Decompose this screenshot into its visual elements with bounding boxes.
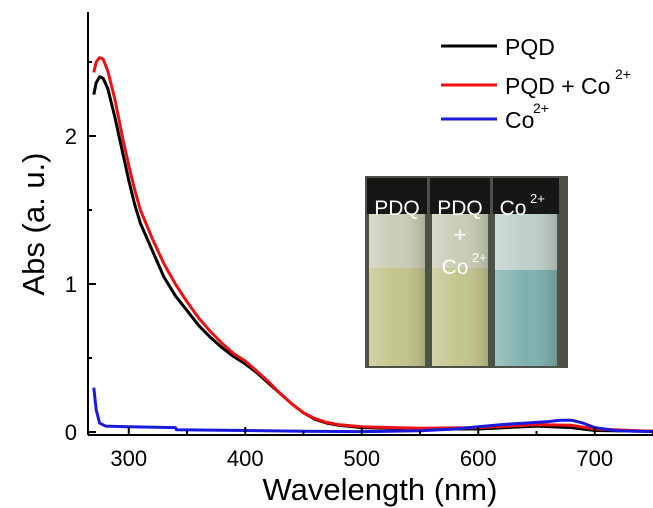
vial-pdq [367,178,427,366]
legend-label-pqd-co-superscript: 2+ [615,66,631,82]
vial-pdq-cap [367,178,427,214]
y-tick-label-0: 0 [65,420,77,445]
x-tick-label-300: 300 [110,446,147,471]
vial2-plus: + [454,224,466,247]
x-tick-label-600: 600 [460,446,497,471]
vial2-co: Co [442,256,469,279]
inset-vial-photo: PDQ PDQ + Co 2+ Co 2+ [365,176,568,368]
legend-label-pqd: PQD [505,34,555,60]
legend: PQD PQD + Co 2+ Co 2+ [441,34,631,133]
vial-co-cap [493,178,559,214]
vial-co [493,178,559,366]
vial2-label: PDQ [437,197,483,220]
series-line-co [92,387,653,434]
vial3-superscript: 2+ [530,191,545,206]
y-axis-label: Abs (a. u.) [16,153,51,296]
tick-layer: 300 400 500 600 700 0 1 2 [65,61,653,471]
vial-pdq-co-cap [430,178,490,214]
series-line-pqd-co [92,56,653,433]
vial2-co-superscript: 2+ [472,250,487,265]
axes [87,12,653,436]
legend-label-co: Co [505,107,534,133]
vial-pdq-co [430,178,490,366]
legend-label-pqd-co: PQD + Co [505,73,610,99]
x-axis-label: Wavelength (nm) [263,472,498,507]
x-tick-label-500: 500 [343,446,380,471]
legend-label-co-superscript: 2+ [533,100,549,116]
vial1-label: PDQ [374,197,420,220]
x-tick-label-400: 400 [227,446,264,471]
y-tick-label-1: 1 [65,272,77,297]
y-tick-label-2: 2 [65,124,77,149]
series-layer [92,56,653,434]
x-tick-label-700: 700 [576,446,613,471]
vial3-label: Co [500,197,527,220]
